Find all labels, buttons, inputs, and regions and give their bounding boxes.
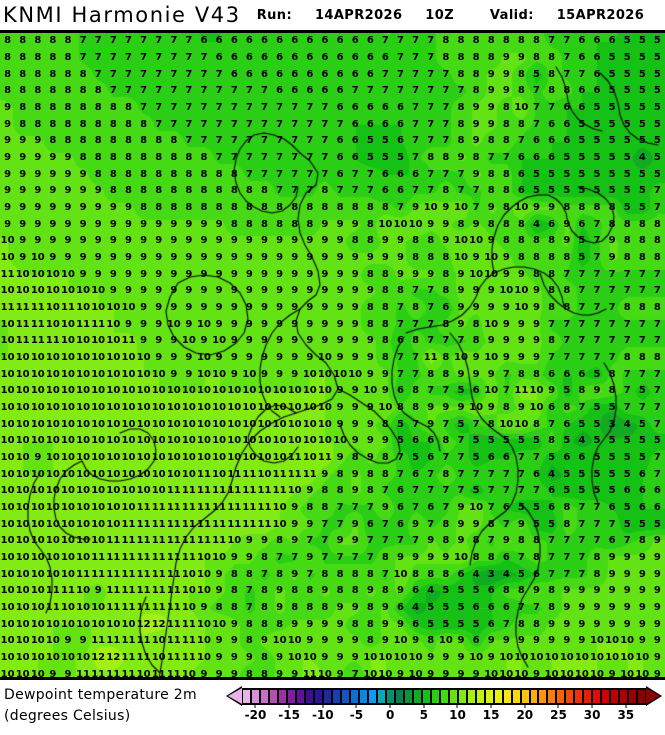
colorbar-cell: [574, 690, 584, 703]
colorbar-cell: [277, 690, 287, 703]
colorbar-cell: [286, 690, 296, 703]
colorbar-tick-label: -5: [349, 708, 364, 722]
colorbar-cell: [268, 690, 278, 703]
colorbar-cell: [457, 690, 467, 703]
colorbar-tick-label: -15: [278, 708, 300, 722]
run-hour: 10Z: [425, 7, 455, 23]
colorbar-tickmark: [389, 705, 391, 708]
colorbar-cell: [385, 690, 395, 703]
colorbar-tickmark: [355, 705, 357, 708]
legend-bar: Dewpoint temperature 2m (degrees Celsius…: [0, 683, 665, 735]
colorbar-cell: [610, 690, 620, 703]
colorbar-cell: [619, 690, 629, 703]
colorbar-cell: [322, 690, 332, 703]
legend-title-line2: (degrees Celsius): [4, 708, 131, 724]
colorbar-cell: [592, 690, 602, 703]
colorbar-tick-label: 0: [385, 708, 395, 722]
colorbar-cell: [529, 690, 539, 703]
colorbar-cell: [358, 690, 368, 703]
dewpoint-field-heatmap: [0, 33, 665, 677]
colorbar-cell: [394, 690, 404, 703]
page-title: KNMI Harmonie V43: [3, 3, 241, 27]
colorbar[interactable]: -20 -15 -10 -5 0 5 10 15 20 25 30 35: [226, 686, 662, 728]
colorbar-tickmark: [322, 705, 324, 708]
colorbar-cell: [403, 690, 413, 703]
colorbar-tick-label: 25: [550, 708, 567, 722]
colorbar-cell: [511, 690, 521, 703]
colorbar-cell: [601, 690, 611, 703]
colorbar-cell: [583, 690, 593, 703]
valid-label: Valid:: [489, 7, 534, 23]
colorbar-tick-labels: -20 -15 -10 -5 0 5 10 15 20 25 30 35: [242, 705, 646, 727]
colorbar-cell: [259, 690, 269, 703]
colorbar-cell: [250, 690, 260, 703]
colorbar-tick-label: 20: [516, 708, 534, 722]
colorbar-cell: [547, 690, 557, 703]
colorbar-tick-label: -10: [311, 708, 334, 722]
colorbar-tickmark: [423, 705, 425, 708]
colorbar-cell: [628, 690, 638, 703]
run-label: Run:: [256, 7, 293, 23]
colorbar-cell: [484, 690, 494, 703]
colorbar-left-arrow-icon: [228, 688, 242, 704]
colorbar-cell: [340, 690, 350, 703]
header-bar: KNMI Harmonie V43 Run: 14APR2026 10Z Val…: [0, 0, 665, 30]
colorbar-cell: [242, 690, 251, 703]
colorbar-cell: [412, 690, 422, 703]
colorbar-cell: [376, 690, 386, 703]
colorbar-tickmark: [524, 705, 526, 708]
colorbar-cell: [313, 690, 323, 703]
colorbar-cell: [349, 690, 359, 703]
colorbar-tick-label: 10: [449, 708, 466, 722]
colorbar-cell: [493, 690, 503, 703]
colorbar-cell: [520, 690, 530, 703]
legend-title-line1: Dewpoint temperature 2m: [4, 687, 197, 703]
colorbar-cell: [475, 690, 485, 703]
colorbar-cell: [565, 690, 575, 703]
colorbar-cell: [304, 690, 314, 703]
run-valid-info: Run: 14APR2026 10Z Valid: 15APR2026 18Z: [257, 8, 665, 23]
colorbar-tick-label: 5: [419, 708, 428, 722]
colorbar-cell: [421, 690, 431, 703]
colorbar-cell: [466, 690, 476, 703]
colorbar-tickmark: [254, 705, 256, 708]
colorbar-tick-label: 30: [583, 708, 601, 722]
valid-date: 15APR2026: [556, 7, 645, 23]
colorbar-cell: [637, 690, 647, 703]
colorbar-tickmark: [456, 705, 458, 708]
colorbar-tickmark: [288, 705, 290, 708]
colorbar-cell: [439, 690, 449, 703]
legend-title: Dewpoint temperature 2m (degrees Celsius…: [4, 685, 197, 727]
colorbar-tick-label: 35: [617, 708, 635, 722]
colorbar-gradient: [242, 688, 647, 705]
colorbar-cell: [538, 690, 548, 703]
run-date: 14APR2026: [314, 7, 403, 23]
colorbar-tickmark: [557, 705, 559, 708]
colorbar-cell: [295, 690, 305, 703]
colorbar-tick-label: -20: [244, 708, 267, 722]
colorbar-cell: [556, 690, 566, 703]
colorbar-cell: [331, 690, 341, 703]
colorbar-cell: [367, 690, 377, 703]
colorbar-right-arrow-icon: [646, 688, 660, 704]
colorbar-cell: [502, 690, 512, 703]
colorbar-tickmark: [591, 705, 593, 708]
colorbar-tickmark: [625, 705, 627, 708]
colorbar-tickmark: [490, 705, 492, 708]
colorbar-cell: [430, 690, 440, 703]
colorbar-cell: [448, 690, 458, 703]
colorbar-tick-label: 15: [482, 708, 500, 722]
